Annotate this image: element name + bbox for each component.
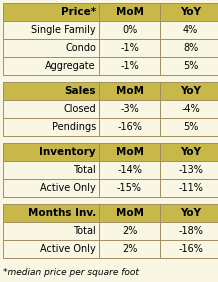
- Bar: [3, 222, 99, 240]
- Bar: [3, 39, 99, 57]
- Text: 0%: 0%: [122, 25, 137, 35]
- Bar: [3, 204, 99, 222]
- Text: Total: Total: [73, 226, 96, 236]
- Bar: [160, 161, 218, 179]
- Bar: [3, 82, 99, 100]
- Text: -1%: -1%: [120, 61, 139, 71]
- Text: 8%: 8%: [183, 43, 198, 53]
- Bar: [160, 21, 218, 39]
- Bar: [3, 118, 99, 136]
- Bar: [99, 21, 160, 39]
- Bar: [3, 143, 99, 161]
- Bar: [3, 21, 99, 39]
- Bar: [160, 143, 218, 161]
- Bar: [3, 179, 99, 197]
- Bar: [160, 100, 218, 118]
- Text: -15%: -15%: [117, 183, 142, 193]
- Text: 4%: 4%: [183, 25, 198, 35]
- Text: -3%: -3%: [120, 104, 139, 114]
- Text: Single Family: Single Family: [31, 25, 96, 35]
- Text: MoM: MoM: [116, 7, 143, 17]
- Bar: [160, 3, 218, 21]
- Text: Sales: Sales: [65, 86, 96, 96]
- Bar: [160, 222, 218, 240]
- Text: YoY: YoY: [180, 208, 201, 218]
- Text: -11%: -11%: [178, 183, 203, 193]
- Text: YoY: YoY: [180, 147, 201, 157]
- Text: Aggregate: Aggregate: [45, 61, 96, 71]
- Bar: [99, 118, 160, 136]
- Text: Total: Total: [73, 165, 96, 175]
- Text: 2%: 2%: [122, 244, 137, 254]
- Bar: [3, 161, 99, 179]
- Text: Inventory: Inventory: [39, 147, 96, 157]
- Text: YoY: YoY: [180, 86, 201, 96]
- Text: YoY: YoY: [180, 7, 201, 17]
- Bar: [99, 100, 160, 118]
- Text: MoM: MoM: [116, 147, 143, 157]
- Bar: [99, 161, 160, 179]
- Text: -1%: -1%: [120, 43, 139, 53]
- Text: -18%: -18%: [178, 226, 203, 236]
- Text: Active Only: Active Only: [40, 183, 96, 193]
- Bar: [99, 204, 160, 222]
- Bar: [99, 3, 160, 21]
- Text: Pendings: Pendings: [52, 122, 96, 132]
- Bar: [99, 240, 160, 258]
- Text: *median price per square foot: *median price per square foot: [3, 268, 139, 277]
- Bar: [3, 3, 99, 21]
- Text: -13%: -13%: [178, 165, 203, 175]
- Text: -14%: -14%: [117, 165, 142, 175]
- Bar: [160, 204, 218, 222]
- Text: -16%: -16%: [178, 244, 203, 254]
- Text: MoM: MoM: [116, 86, 143, 96]
- Text: Active Only: Active Only: [40, 244, 96, 254]
- Bar: [3, 100, 99, 118]
- Bar: [3, 240, 99, 258]
- Bar: [99, 222, 160, 240]
- Bar: [160, 82, 218, 100]
- Text: Closed: Closed: [63, 104, 96, 114]
- Bar: [160, 240, 218, 258]
- Text: -4%: -4%: [181, 104, 200, 114]
- Bar: [99, 82, 160, 100]
- Bar: [3, 57, 99, 75]
- Text: Months Inv.: Months Inv.: [28, 208, 96, 218]
- Bar: [160, 57, 218, 75]
- Bar: [99, 57, 160, 75]
- Bar: [99, 39, 160, 57]
- Text: -16%: -16%: [117, 122, 142, 132]
- Text: MoM: MoM: [116, 208, 143, 218]
- Bar: [160, 179, 218, 197]
- Text: Condo: Condo: [65, 43, 96, 53]
- Bar: [160, 39, 218, 57]
- Bar: [99, 179, 160, 197]
- Text: 2%: 2%: [122, 226, 137, 236]
- Text: 5%: 5%: [183, 61, 198, 71]
- Bar: [160, 118, 218, 136]
- Text: 5%: 5%: [183, 122, 198, 132]
- Bar: [99, 143, 160, 161]
- Text: Price*: Price*: [61, 7, 96, 17]
